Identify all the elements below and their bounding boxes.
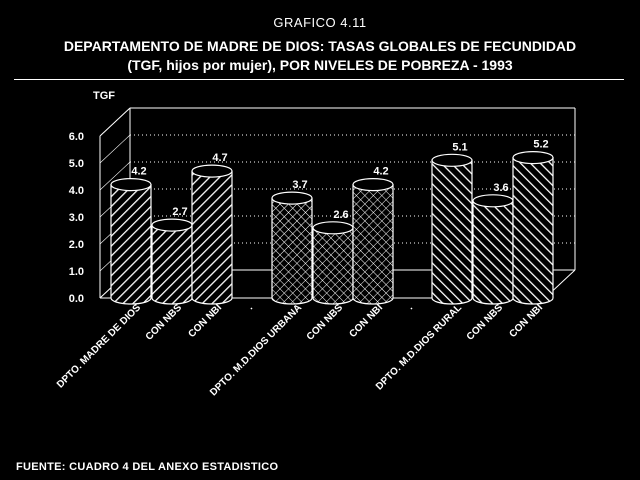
chart-title: DEPARTAMENTO DE MADRE DE DIOS: TASAS GLO… bbox=[63, 38, 577, 54]
bar: 4.7 bbox=[191, 152, 233, 305]
x-tick-label: CON NBS bbox=[465, 302, 506, 343]
y-tick-label: 0.0 bbox=[69, 293, 84, 305]
bar: 5.2 bbox=[512, 139, 554, 305]
x-tick-label: CON NBI bbox=[347, 302, 385, 340]
x-tick-label: CON NBI bbox=[507, 302, 545, 340]
bar-value-label: 4.7 bbox=[212, 152, 227, 164]
bar-body bbox=[352, 184, 394, 305]
title-divider bbox=[14, 79, 624, 80]
bar-body bbox=[431, 159, 473, 305]
x-tick-label: . bbox=[245, 302, 255, 312]
bar-top bbox=[191, 164, 233, 178]
bar-value-label: 4.2 bbox=[373, 166, 388, 178]
bar-body bbox=[512, 157, 554, 305]
source-note: FUENTE: CUADRO 4 DEL ANEXO ESTADISTICO bbox=[16, 461, 279, 473]
y-tick-label: 6.0 bbox=[69, 131, 84, 143]
side-wall-gridline bbox=[99, 161, 131, 191]
bar-top bbox=[312, 221, 354, 235]
bar-value-label: 3.7 bbox=[292, 179, 307, 191]
bar-top bbox=[352, 178, 394, 192]
x-tick-label: CON NBI bbox=[186, 302, 224, 340]
y-tick-label: 3.0 bbox=[69, 212, 84, 224]
x-tick-label: . bbox=[405, 302, 415, 312]
x-tick-label: CON NBS bbox=[305, 302, 346, 343]
chart-subtitle: (TGF, hijos por mujer), POR NIVELES DE P… bbox=[127, 57, 513, 73]
bar: 4.2 bbox=[352, 166, 394, 305]
bar-value-label: 3.6 bbox=[493, 182, 508, 194]
y-tick-label: 4.0 bbox=[69, 185, 84, 197]
bar-top bbox=[472, 194, 514, 208]
y-tick-labels: 0.0 1.0 2.0 3.0 4.0 5.0 6.0 bbox=[69, 131, 84, 305]
side-wall-gridline bbox=[99, 107, 131, 137]
bar-value-label: 5.1 bbox=[452, 141, 467, 153]
bar-value-label: 4.2 bbox=[131, 166, 146, 178]
bar-series: 4.2 2.7 4.7 3.7 2.6 4.2 5.1 3.6 5.2 bbox=[110, 139, 554, 305]
bar-value-label: 2.6 bbox=[333, 209, 348, 221]
x-tick-labels: DPTO. MADRE DE DIOS CON NBS CON NBI .DPTO. … bbox=[55, 302, 545, 398]
bar-top bbox=[151, 218, 193, 232]
bar: 5.1 bbox=[431, 141, 473, 305]
bar-top bbox=[110, 178, 152, 192]
bar-top bbox=[512, 151, 554, 165]
bar: 2.6 bbox=[312, 209, 354, 305]
bar-body bbox=[271, 197, 313, 305]
x-tick-label: DPTO. M.D.DIOS URBANA bbox=[208, 302, 304, 398]
x-tick-label: DPTO. M.D.DIOS RURAL bbox=[374, 302, 464, 392]
x-tick-label: DPTO. MADRE DE DIOS bbox=[55, 302, 143, 390]
bar: 3.6 bbox=[472, 182, 514, 305]
bar: 2.7 bbox=[151, 206, 193, 305]
bar-body bbox=[472, 200, 514, 305]
bar-value-label: 2.7 bbox=[172, 206, 187, 218]
y-axis-label: TGF bbox=[93, 90, 115, 102]
bar-body bbox=[312, 227, 354, 305]
figure-number: GRAFICO 4.11 bbox=[273, 15, 367, 30]
bar: 4.2 bbox=[110, 166, 152, 305]
bar-body bbox=[151, 224, 193, 305]
bar-body bbox=[110, 184, 152, 305]
bar-top bbox=[271, 191, 313, 205]
bar-body bbox=[191, 170, 233, 305]
bar-value-label: 5.2 bbox=[533, 139, 548, 151]
bar-top bbox=[431, 153, 473, 167]
x-tick-label: CON NBS bbox=[144, 302, 185, 343]
y-tick-label: 2.0 bbox=[69, 239, 84, 251]
y-tick-label: 1.0 bbox=[69, 266, 84, 278]
y-tick-label: 5.0 bbox=[69, 158, 84, 170]
bar: 3.7 bbox=[271, 179, 313, 305]
side-wall-gridline bbox=[99, 134, 131, 164]
